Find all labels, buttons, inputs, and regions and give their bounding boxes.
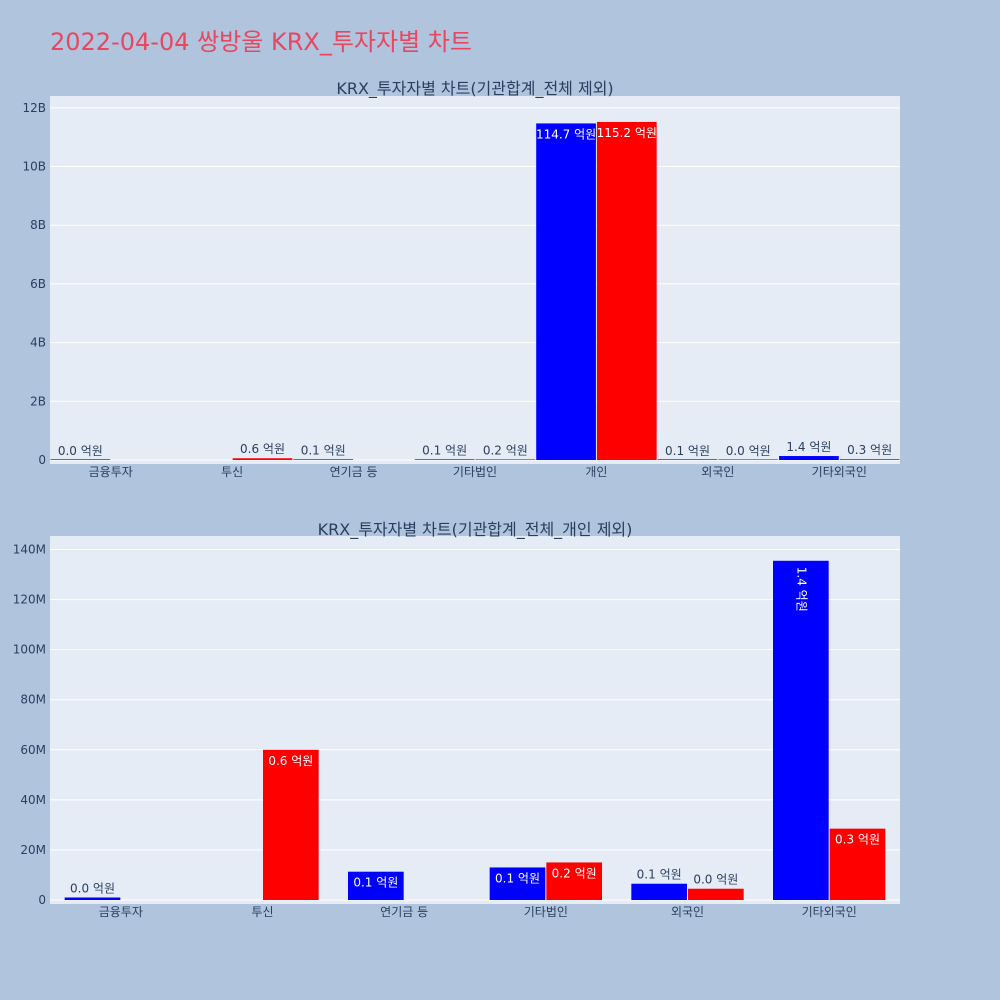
data-label: 0.1 억원 xyxy=(495,871,540,885)
y-tick-label: 4B xyxy=(30,336,46,350)
y-tick-label: 6B xyxy=(30,277,46,291)
bar xyxy=(829,828,886,900)
bar xyxy=(475,459,536,460)
bar xyxy=(414,459,475,460)
data-label: 1.4 억원 xyxy=(786,440,831,454)
x-tick-label: 외국인 xyxy=(671,905,704,919)
y-tick-label: 60M xyxy=(20,743,46,757)
bar xyxy=(546,862,602,900)
x-tick-label: 외국인 xyxy=(701,465,734,479)
bar xyxy=(263,749,319,900)
y-tick-label: 120M xyxy=(13,593,46,607)
data-label: 114.7 억원 xyxy=(536,127,596,141)
data-label: 0.6 억원 xyxy=(268,754,313,768)
data-label: 0.0 억원 xyxy=(726,444,771,458)
data-label: 0.2 억원 xyxy=(552,866,597,880)
data-label: 0.0 억원 xyxy=(70,881,115,895)
data-label: 0.3 억원 xyxy=(847,443,892,457)
x-tick-label: 투신 xyxy=(251,905,273,919)
plot-area xyxy=(50,536,900,904)
data-label: 115.2 억원 xyxy=(597,126,657,140)
y-tick-label: 140M xyxy=(13,543,46,557)
bar xyxy=(631,883,687,900)
bar xyxy=(596,121,657,460)
chart-1: KRX_투자자별 차트(기관합계_전체 제외) 0 2B 4B 6B 8B 10B 12B 금융… xyxy=(22,79,900,479)
bar xyxy=(773,560,829,900)
bar xyxy=(348,871,404,900)
y-tick-label: 20M xyxy=(20,843,46,857)
y-tick-label: 2B xyxy=(30,394,46,408)
y-tick-label: 8B xyxy=(30,218,46,232)
bar xyxy=(718,459,779,460)
y-tick-label: 0 xyxy=(38,453,46,467)
data-label: 0.0 억원 xyxy=(58,444,103,458)
bar xyxy=(779,456,839,460)
x-tick-label: 투신 xyxy=(221,465,243,479)
data-label: 0.1 억원 xyxy=(353,876,398,890)
chart-title: KRX_투자자별 차트(기관합계_전체_개인 제외) xyxy=(318,520,633,540)
data-label: 0.6 억원 xyxy=(240,442,285,456)
data-label: 0.1 억원 xyxy=(301,444,346,458)
bar xyxy=(64,897,121,900)
bar xyxy=(232,458,293,460)
x-tick-label: 금융투자 xyxy=(99,905,143,919)
data-label: 0.1 억원 xyxy=(422,444,467,458)
data-label: 0.2 억원 xyxy=(483,444,528,458)
chart-title: KRX_투자자별 차트(기관합계_전체 제외) xyxy=(336,79,613,99)
bar xyxy=(839,459,900,460)
x-tick-label: 연기금 등 xyxy=(330,465,378,479)
data-label: 1.4 억원 xyxy=(794,567,808,612)
data-label: 0.1 억원 xyxy=(637,868,682,882)
y-tick-label: 100M xyxy=(13,643,46,657)
bar xyxy=(536,123,596,460)
x-tick-label: 기타법인 xyxy=(524,905,568,919)
x-tick-label: 개인 xyxy=(585,465,607,479)
y-tick-label: 0 xyxy=(38,893,46,907)
page-title: 2022-04-04 쌍방울 KRX_투자자별 차트 xyxy=(50,28,472,56)
bar xyxy=(657,459,718,460)
data-label: 0.0 억원 xyxy=(693,873,738,887)
x-tick-label: 연기금 등 xyxy=(380,905,428,919)
x-tick-label: 금융투자 xyxy=(89,465,133,479)
x-tick-label: 기타외국인 xyxy=(802,905,857,919)
chart-2: KRX_투자자별 차트(기관합계_전체_개인 제외) 0 20M 40M 60M 80M 1… xyxy=(13,520,900,919)
y-tick-label: 40M xyxy=(20,793,46,807)
data-label: 0.1 억원 xyxy=(665,444,710,458)
bar xyxy=(50,459,111,460)
plot-area xyxy=(50,96,900,464)
x-tick-label: 기타외국인 xyxy=(812,465,867,479)
bar xyxy=(688,888,744,900)
bar xyxy=(293,459,354,460)
y-tick-label: 10B xyxy=(22,160,46,174)
y-tick-label: 12B xyxy=(22,101,46,115)
data-label: 0.3 억원 xyxy=(835,833,880,847)
x-tick-label: 기타법인 xyxy=(453,465,497,479)
y-tick-label: 80M xyxy=(20,693,46,707)
bar xyxy=(489,867,546,900)
